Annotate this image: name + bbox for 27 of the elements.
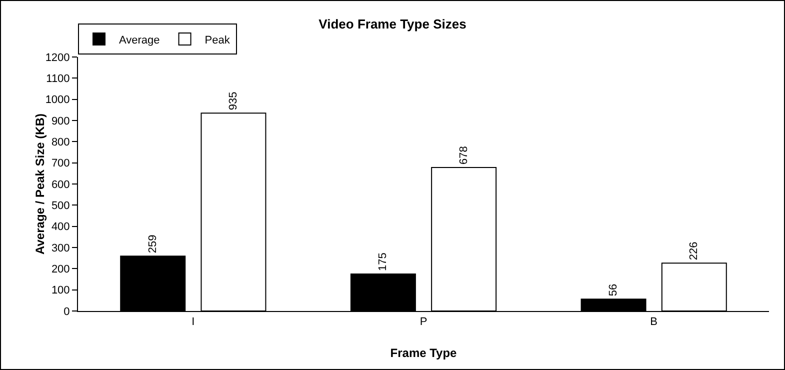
legend-label: Average bbox=[119, 34, 160, 46]
x-tick-label: I bbox=[192, 316, 195, 328]
x-axis-title: Frame Type bbox=[390, 346, 458, 360]
data-label: 678 bbox=[458, 146, 470, 164]
y-tick-label: 0 bbox=[64, 306, 70, 318]
y-tick-label: 1000 bbox=[45, 94, 70, 106]
x-tick-label: B bbox=[650, 316, 658, 328]
data-label: 226 bbox=[688, 242, 700, 260]
y-tick-label: 800 bbox=[51, 136, 70, 149]
y-tick-label: 700 bbox=[51, 158, 70, 170]
y-tick-label: 500 bbox=[51, 200, 70, 212]
y-tick-label: 900 bbox=[51, 115, 70, 128]
chart-title: Video Frame Type Sizes bbox=[318, 16, 466, 32]
data-label: 259 bbox=[146, 234, 159, 254]
y-tick-label: 200 bbox=[51, 264, 70, 276]
data-label: 56 bbox=[608, 284, 620, 296]
y-tick-label: 100 bbox=[51, 284, 70, 297]
y-tick-label: 400 bbox=[51, 221, 70, 234]
y-tick-label: 600 bbox=[51, 178, 70, 191]
x-tick-label: P bbox=[420, 316, 428, 328]
y-axis-title: Average / Peak Size (KB) bbox=[33, 114, 47, 254]
data-label: 175 bbox=[377, 252, 390, 271]
y-tick-label: 1200 bbox=[45, 52, 70, 64]
legend-label: Peak bbox=[204, 34, 230, 46]
data-label: 935 bbox=[227, 92, 240, 110]
y-tick-label: 300 bbox=[51, 242, 70, 254]
y-tick-label: 1100 bbox=[46, 73, 70, 86]
